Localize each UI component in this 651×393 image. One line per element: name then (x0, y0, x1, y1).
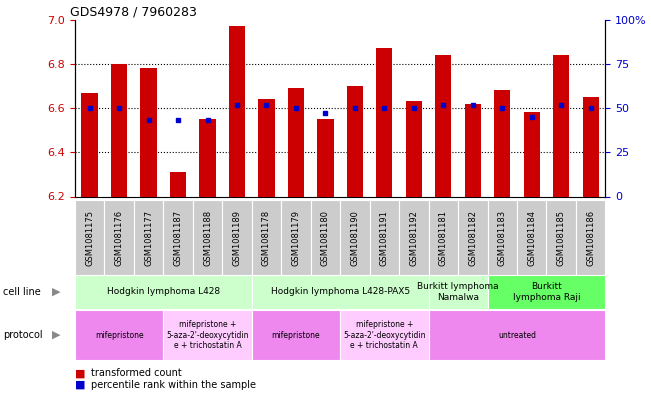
Text: GSM1081183: GSM1081183 (498, 210, 506, 266)
Bar (75, 200, 104, 275)
Text: ■: ■ (75, 368, 85, 378)
Text: GSM1081175: GSM1081175 (85, 210, 94, 266)
Text: GSM1081190: GSM1081190 (350, 210, 359, 266)
Bar (340, 310, 428, 360)
Bar (428, 310, 605, 360)
Text: GSM1081177: GSM1081177 (144, 210, 153, 266)
Bar (75, 275, 252, 309)
Bar (523, 112, 540, 196)
Text: GSM1081186: GSM1081186 (586, 210, 595, 266)
Text: cell line: cell line (3, 287, 41, 297)
Bar (111, 64, 127, 196)
Bar (81, 93, 98, 196)
Bar (170, 172, 186, 196)
Text: GSM1081187: GSM1081187 (174, 210, 182, 266)
Text: GSM1081181: GSM1081181 (439, 210, 448, 266)
Bar (141, 68, 157, 196)
Bar (428, 275, 488, 309)
Bar (399, 200, 428, 275)
Text: Burkitt lymphoma
Namalwa: Burkitt lymphoma Namalwa (417, 282, 499, 301)
Bar (199, 119, 215, 196)
Bar (347, 86, 363, 196)
Bar (406, 101, 422, 196)
Bar (252, 275, 428, 309)
Bar (370, 200, 399, 275)
Bar (546, 200, 576, 275)
Text: GDS4978 / 7960283: GDS4978 / 7960283 (70, 6, 197, 18)
Bar (281, 200, 311, 275)
Bar (488, 200, 517, 275)
Text: protocol: protocol (3, 330, 43, 340)
Text: mifepristone: mifepristone (271, 331, 320, 340)
Text: Hodgkin lymphoma L428: Hodgkin lymphoma L428 (107, 287, 220, 296)
Bar (465, 104, 481, 196)
Bar (317, 119, 333, 196)
Bar (340, 200, 370, 275)
Bar (311, 200, 340, 275)
Bar (428, 200, 458, 275)
Bar (222, 200, 252, 275)
Bar (583, 97, 599, 196)
Text: mifepristone +
5-aza-2'-deoxycytidin
e + trichostatin A: mifepristone + 5-aza-2'-deoxycytidin e +… (343, 320, 426, 350)
Bar (494, 90, 510, 196)
Text: GSM1081179: GSM1081179 (292, 210, 300, 266)
Bar (488, 275, 605, 309)
Text: GSM1081180: GSM1081180 (321, 210, 330, 266)
Bar (288, 88, 304, 196)
Bar (517, 200, 546, 275)
Text: GSM1081185: GSM1081185 (557, 210, 566, 266)
Text: GSM1081188: GSM1081188 (203, 210, 212, 266)
Text: mifepristone +
5-aza-2'-deoxycytidin
e + trichostatin A: mifepristone + 5-aza-2'-deoxycytidin e +… (166, 320, 249, 350)
Bar (553, 55, 570, 196)
Text: GSM1081184: GSM1081184 (527, 210, 536, 266)
Text: Burkitt
lymphoma Raji: Burkitt lymphoma Raji (513, 282, 580, 301)
Bar (258, 99, 275, 196)
Text: transformed count: transformed count (91, 368, 182, 378)
Text: Hodgkin lymphoma L428-PAX5: Hodgkin lymphoma L428-PAX5 (271, 287, 409, 296)
Text: mifepristone: mifepristone (95, 331, 143, 340)
Bar (163, 310, 252, 360)
Text: GSM1081191: GSM1081191 (380, 210, 389, 266)
Text: GSM1081178: GSM1081178 (262, 210, 271, 266)
Text: percentile rank within the sample: percentile rank within the sample (91, 380, 256, 390)
Bar (134, 200, 163, 275)
Text: untreated: untreated (498, 331, 536, 340)
Bar (458, 200, 488, 275)
Bar (436, 55, 451, 196)
Bar (376, 48, 393, 196)
Bar (229, 26, 245, 196)
Bar (252, 310, 340, 360)
Text: ■: ■ (75, 380, 85, 390)
Bar (252, 200, 281, 275)
Text: GSM1081176: GSM1081176 (115, 210, 124, 266)
Text: GSM1081192: GSM1081192 (409, 210, 419, 266)
Bar (576, 200, 605, 275)
Bar (104, 200, 134, 275)
Bar (163, 200, 193, 275)
Text: GSM1081189: GSM1081189 (232, 210, 242, 266)
Text: GSM1081182: GSM1081182 (468, 210, 477, 266)
Bar (193, 200, 222, 275)
Text: ▶: ▶ (52, 330, 61, 340)
Bar (75, 310, 163, 360)
Text: ▶: ▶ (52, 287, 61, 297)
